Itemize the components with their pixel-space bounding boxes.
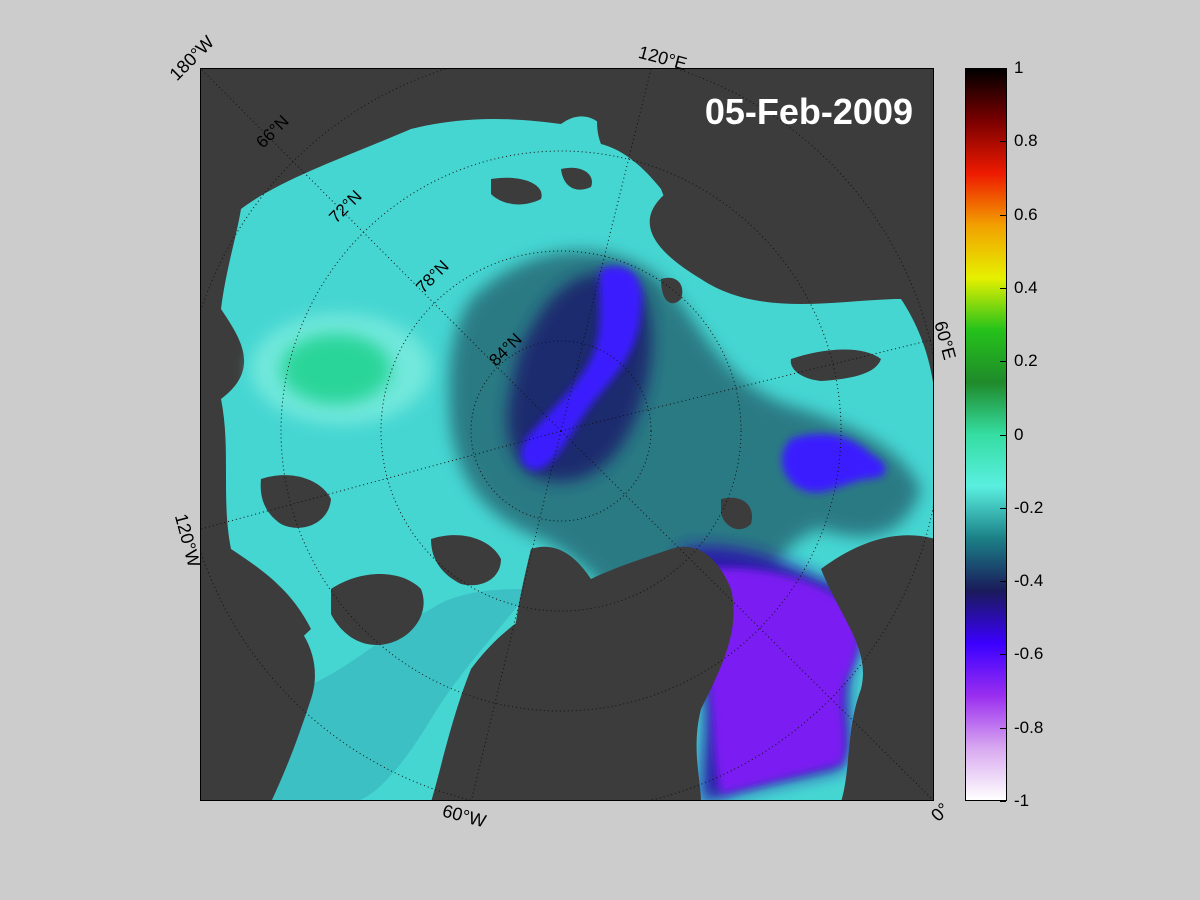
arctic-island-2 xyxy=(431,535,501,586)
colorbar-tick-mark xyxy=(1000,141,1006,143)
franz-josef xyxy=(661,277,683,304)
colorbar-tick-mark xyxy=(1000,507,1006,509)
alaska-coast xyxy=(201,69,421,219)
lat-circle-84 xyxy=(470,340,652,522)
colorbar-tick-label: -0.8 xyxy=(1014,717,1044,737)
colorbar-tick-mark xyxy=(1000,727,1006,729)
scandinavia xyxy=(821,535,933,800)
graticule xyxy=(201,69,933,800)
anomaly-blue-east xyxy=(782,434,886,493)
novaya-zemlya xyxy=(790,349,881,381)
lat-circle-72 xyxy=(280,150,842,712)
anomaly-violet xyxy=(696,568,859,794)
anomaly-green xyxy=(281,334,391,404)
colorbar-tick-label: 1 xyxy=(1014,58,1024,77)
colorbar-tick-label: -1 xyxy=(1014,791,1030,810)
colorbar-tick-mark xyxy=(1000,214,1006,216)
colorbar-tick-mark xyxy=(1000,581,1006,583)
date-label: 05-Feb-2009 xyxy=(704,91,913,132)
siberia xyxy=(597,69,933,299)
colorbar-tick-label: 0.2 xyxy=(1014,351,1038,371)
lon-label-60w: 60°W xyxy=(440,800,489,832)
arctic-island-3 xyxy=(260,475,331,528)
greenland xyxy=(496,546,734,800)
colorbar-tick-mark xyxy=(1000,68,1006,69)
arctic-island-1 xyxy=(331,574,424,645)
colorbar-tick-label: -0.4 xyxy=(1014,571,1044,591)
colorbar-tick-label: -0.6 xyxy=(1014,644,1044,664)
colorbar-tick-label: 0.4 xyxy=(1014,277,1038,297)
meridian-60e xyxy=(560,338,933,432)
colorbar-tick-mark xyxy=(1000,801,1006,802)
anomaly-blue-streak xyxy=(521,266,642,470)
colorbar-tick-label: 0 xyxy=(1014,424,1024,444)
colorbar-tick-label: 0.8 xyxy=(1014,131,1038,151)
small-island xyxy=(561,167,592,190)
colorbar-tick-mark xyxy=(1000,654,1006,656)
landmasses xyxy=(201,69,933,800)
ocean-inlet xyxy=(261,589,531,800)
baffin-coast xyxy=(201,608,315,800)
new-siberian-island xyxy=(491,177,542,205)
colorbar-tick-label: 0.6 xyxy=(1014,204,1038,224)
polar-map: 66°N 72°N 78°N 84°N xyxy=(201,69,933,800)
colorbar-tick-mark xyxy=(1000,434,1006,436)
colorbar-tick-label: -0.2 xyxy=(1014,497,1044,517)
colorbar-tick-mark xyxy=(1000,287,1006,289)
lon-label-0: 0° xyxy=(927,798,954,826)
svalbard xyxy=(721,497,752,530)
colorbar-tick-mark xyxy=(1000,361,1006,363)
lat-circle-78 xyxy=(380,250,742,612)
map-panel: 66°N 72°N 78°N 84°N 05-Feb-2009 xyxy=(200,68,934,801)
